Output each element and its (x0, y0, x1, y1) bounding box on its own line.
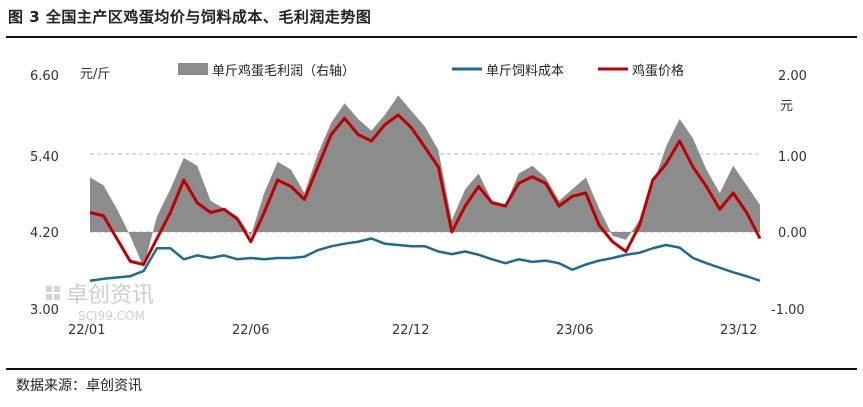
x-tick-label: 23/06 (556, 323, 593, 338)
right-axis-ticks: 2.00 1.00 0.00 -1.00 (771, 69, 807, 318)
plot-area (89, 95, 762, 282)
watermark-name: 卓创资讯 (66, 283, 154, 308)
chart-title: 图 3 全国主产区鸡蛋均价与饲料成本、毛利润走势图 (8, 8, 372, 26)
source-note: 数据来源：卓创资讯 (16, 378, 142, 394)
left-tick-label: 4.20 (30, 226, 59, 241)
left-axis-unit: 元/斤 (80, 67, 110, 82)
x-tick-label: 22/01 (68, 323, 105, 338)
x-tick-label: 23/12 (720, 323, 757, 338)
left-axis-ticks: 6.60 5.40 4.20 3.00 (30, 69, 59, 318)
egg-price-line (89, 113, 762, 266)
top-rule (6, 36, 857, 38)
right-axis-unit: 元 (780, 99, 793, 114)
feed-cost-line (89, 237, 761, 282)
left-tick-label: 3.00 (30, 303, 59, 318)
bottom-rule (6, 368, 857, 370)
legend-label-profit: 单斤鸡蛋毛利润（右轴） (212, 63, 355, 79)
left-tick-label: 6.60 (30, 69, 59, 84)
legend-swatch-profit (178, 63, 208, 75)
watermark-site: SCI99.COM (78, 309, 145, 323)
profit-area-series (90, 95, 760, 268)
legend-label-feed: 单斤饲料成本 (486, 64, 564, 79)
right-tick-label: 0.00 (778, 226, 807, 241)
legend-label-egg: 鸡蛋价格 (632, 63, 684, 79)
left-tick-label: 5.40 (30, 150, 59, 165)
x-tick-label: 22/06 (232, 323, 269, 338)
x-axis-ticks: 22/01 22/06 22/12 23/06 23/12 (68, 323, 757, 338)
watermark: 卓创资讯 SCI99.COM (46, 283, 154, 323)
legend: 单斤鸡蛋毛利润（右轴） 单斤饲料成本 鸡蛋价格 (178, 63, 684, 79)
right-tick-label: 2.00 (778, 69, 807, 84)
x-tick-label: 22/12 (392, 323, 429, 338)
right-tick-label: 1.00 (778, 150, 807, 165)
right-tick-label: -1.00 (771, 303, 805, 318)
